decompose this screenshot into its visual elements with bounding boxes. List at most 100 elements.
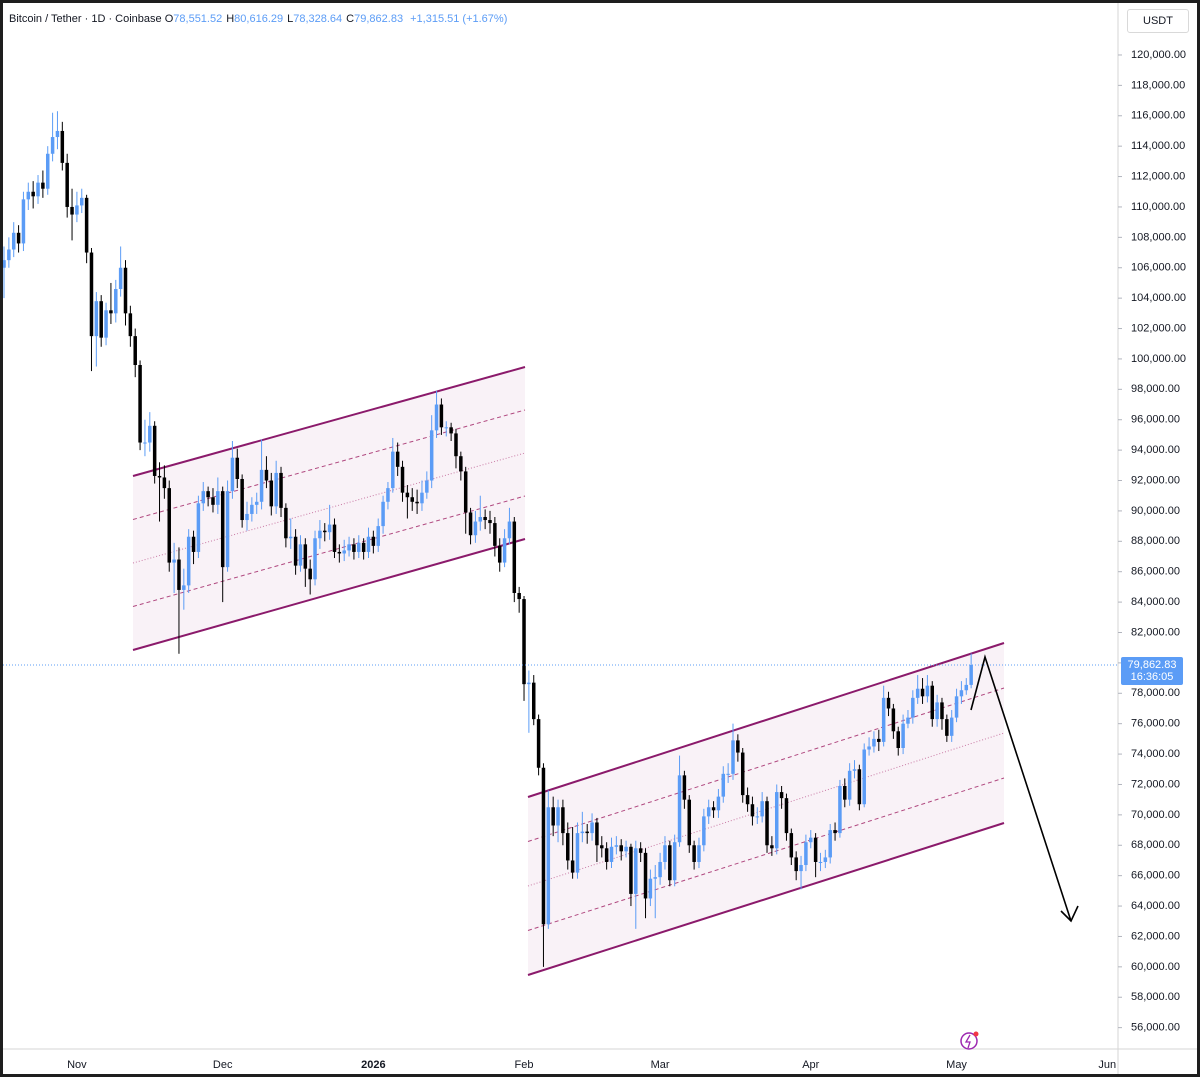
candle-body (779, 792, 784, 799)
candle-body (638, 848, 643, 853)
candle-body (711, 807, 716, 811)
y-tick-label: 74,000.00 (1131, 748, 1180, 760)
candle-body (580, 831, 585, 834)
candle-body (381, 501, 385, 527)
candle-body (99, 301, 103, 338)
candle-body (337, 551, 342, 554)
candle-body (391, 451, 395, 489)
candle-body (444, 427, 449, 429)
candle-body (327, 524, 332, 533)
candle-body (765, 801, 769, 846)
candle-body (45, 153, 50, 189)
candle-body (50, 137, 55, 154)
candle-body (954, 696, 959, 718)
candle-body (536, 719, 541, 768)
candle-body (128, 313, 133, 337)
candle-body (143, 442, 147, 444)
candle-body (123, 267, 128, 314)
candle-body (575, 833, 580, 873)
candle-body (138, 365, 142, 443)
candle-body (706, 807, 711, 817)
candle-body (886, 697, 891, 709)
currency-button[interactable]: USDT (1127, 9, 1189, 33)
candle-body (225, 491, 230, 568)
candle-body (502, 538, 507, 563)
candle-body (702, 816, 706, 846)
candle-body (109, 310, 113, 314)
candle-body (250, 504, 254, 514)
candle-body (26, 191, 31, 200)
y-tick-label: 68,000.00 (1131, 839, 1180, 851)
candle-body (867, 746, 871, 750)
candle-body (643, 852, 648, 899)
y-tick-label: 66,000.00 (1131, 870, 1180, 882)
change-label: +1,315.51 (+1.67%) (410, 13, 508, 25)
candle-body (945, 719, 949, 736)
chart: 56,000.00 58,000.00 60,000.00 62,000.00 64,0… (3, 3, 1197, 1074)
y-tick-label: 72,000.00 (1131, 778, 1180, 790)
candle-body (323, 530, 327, 533)
candle-body (862, 749, 866, 805)
candle-body (969, 664, 973, 685)
candle-body (7, 249, 11, 261)
candle-body (522, 599, 526, 685)
candle-body (595, 822, 599, 846)
x-tick-label: Mar (651, 1059, 670, 1071)
projection-arrow (970, 654, 1079, 923)
candle-body (386, 488, 390, 502)
symbol-title: Bitcoin / Tether · 1D · Coinbase (9, 13, 162, 25)
candle-body (473, 521, 478, 536)
candle-body (284, 507, 288, 539)
candle-body (818, 861, 823, 863)
candle-body (852, 769, 857, 771)
candle-body (220, 491, 225, 568)
candle-body (206, 491, 210, 498)
y-tick-label: 102,000.00 (1131, 322, 1186, 334)
candle-body (94, 301, 99, 337)
ohlc-value: 79,862.83 (354, 13, 404, 25)
candle-body (687, 799, 692, 846)
y-tick-label: 78,000.00 (1131, 687, 1180, 699)
candle-body (648, 878, 653, 899)
candle-body (493, 523, 497, 546)
candles (3, 111, 973, 967)
candle-body (376, 526, 380, 546)
candle-body (434, 404, 439, 431)
candle-body (804, 842, 808, 866)
candle-body (279, 472, 283, 508)
y-tick-label: 112,000.00 (1131, 170, 1185, 182)
candle-body (216, 491, 220, 505)
candle-body (70, 206, 74, 215)
candle-body (201, 491, 206, 504)
ohlc-values: O78,551.52 H80,616.29 L78,328.64 C79,862.83 (165, 13, 407, 25)
candle-body (760, 801, 764, 817)
candle-body (429, 430, 434, 481)
candle-body (240, 478, 244, 521)
candle-body (677, 775, 682, 843)
candle-body (245, 513, 249, 521)
candle-body (16, 232, 21, 244)
candle-body (420, 492, 424, 504)
candle-body (809, 837, 813, 843)
candle-body (478, 516, 483, 522)
candle-body (964, 684, 969, 691)
ohlc-value: 78,328.64 (293, 13, 343, 25)
replay-icon[interactable] (960, 1031, 979, 1050)
candle-body (177, 559, 181, 590)
ohlc-value: 80,616.29 (234, 13, 284, 25)
candle-body (906, 717, 910, 724)
ohlc-key: H (226, 13, 235, 25)
y-tick-label: 120,000.00 (1131, 49, 1186, 61)
candle-body (269, 480, 274, 507)
y-tick-label: 70,000.00 (1131, 809, 1180, 821)
candle-body (774, 792, 779, 849)
candle-body (561, 807, 565, 834)
candle-body (585, 831, 589, 834)
candle-body (847, 770, 852, 800)
candle-body (716, 796, 721, 811)
candle-body (274, 472, 278, 507)
candle-body (813, 837, 818, 862)
candle-body (211, 497, 215, 505)
candle-body (877, 738, 881, 742)
y-tick-label: 98,000.00 (1131, 383, 1180, 395)
